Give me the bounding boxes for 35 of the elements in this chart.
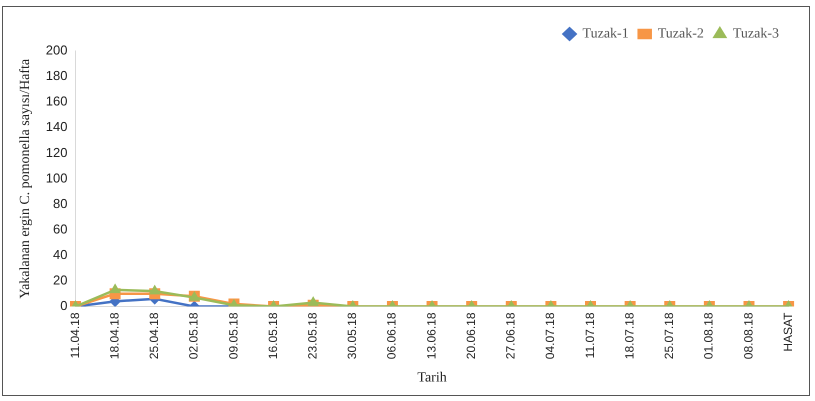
x-tick-label: 20.06.18	[464, 312, 478, 360]
y-tick-label: 140	[46, 119, 68, 134]
y-tick-label: 200	[46, 42, 68, 58]
x-tick-label: 09.05.18	[226, 312, 240, 360]
x-tick-label: 18.04.18	[107, 312, 122, 360]
y-tick-label: 40	[53, 246, 68, 262]
legend-label: Tuzak-1	[582, 26, 629, 42]
x-tick-label: HASAT	[780, 312, 795, 352]
x-tick-label: 25.07.18	[662, 312, 676, 360]
x-tick-label: 08.08.18	[741, 312, 756, 360]
x-axis-title: Tarih	[417, 370, 447, 386]
legend-label: Tuzak-2	[658, 26, 704, 42]
x-tick-label: 13.06.18	[424, 312, 438, 360]
x-tick-label: 27.06.18	[504, 312, 518, 360]
x-tick-label: 02.05.18	[186, 312, 201, 360]
x-tick-label: 11.04.18	[68, 312, 82, 358]
y-tick-label: 20	[53, 272, 68, 288]
y-tick-label: 120	[46, 144, 68, 160]
x-tick-label: 04.07.18	[543, 312, 558, 360]
y-tick-label: 160	[46, 94, 68, 109]
x-tick-label: 16.05.18	[266, 312, 280, 360]
x-tick-label: 23.05.18	[306, 312, 320, 360]
x-tick-label: 06.06.18	[384, 312, 399, 360]
y-tick-label: 60	[53, 221, 68, 236]
y-tick-label: 0	[60, 298, 68, 314]
x-tick-label: 18.07.18	[622, 312, 636, 360]
x-tick-label: 11.07.18	[582, 312, 597, 358]
y-tick-label: 100	[46, 170, 68, 186]
x-tick-label: 01.08.18	[702, 312, 716, 360]
x-tick-label: 25.04.18	[147, 312, 162, 360]
y-tick-label: 80	[53, 196, 68, 211]
y-tick-label: 180	[46, 68, 68, 84]
x-tick-label: 30.05.18	[345, 312, 360, 360]
legend-label: Tuzak-3	[732, 26, 780, 42]
y-axis-title: Yakalanan ergin C. pomonella sayısı/Hafta	[18, 58, 34, 299]
